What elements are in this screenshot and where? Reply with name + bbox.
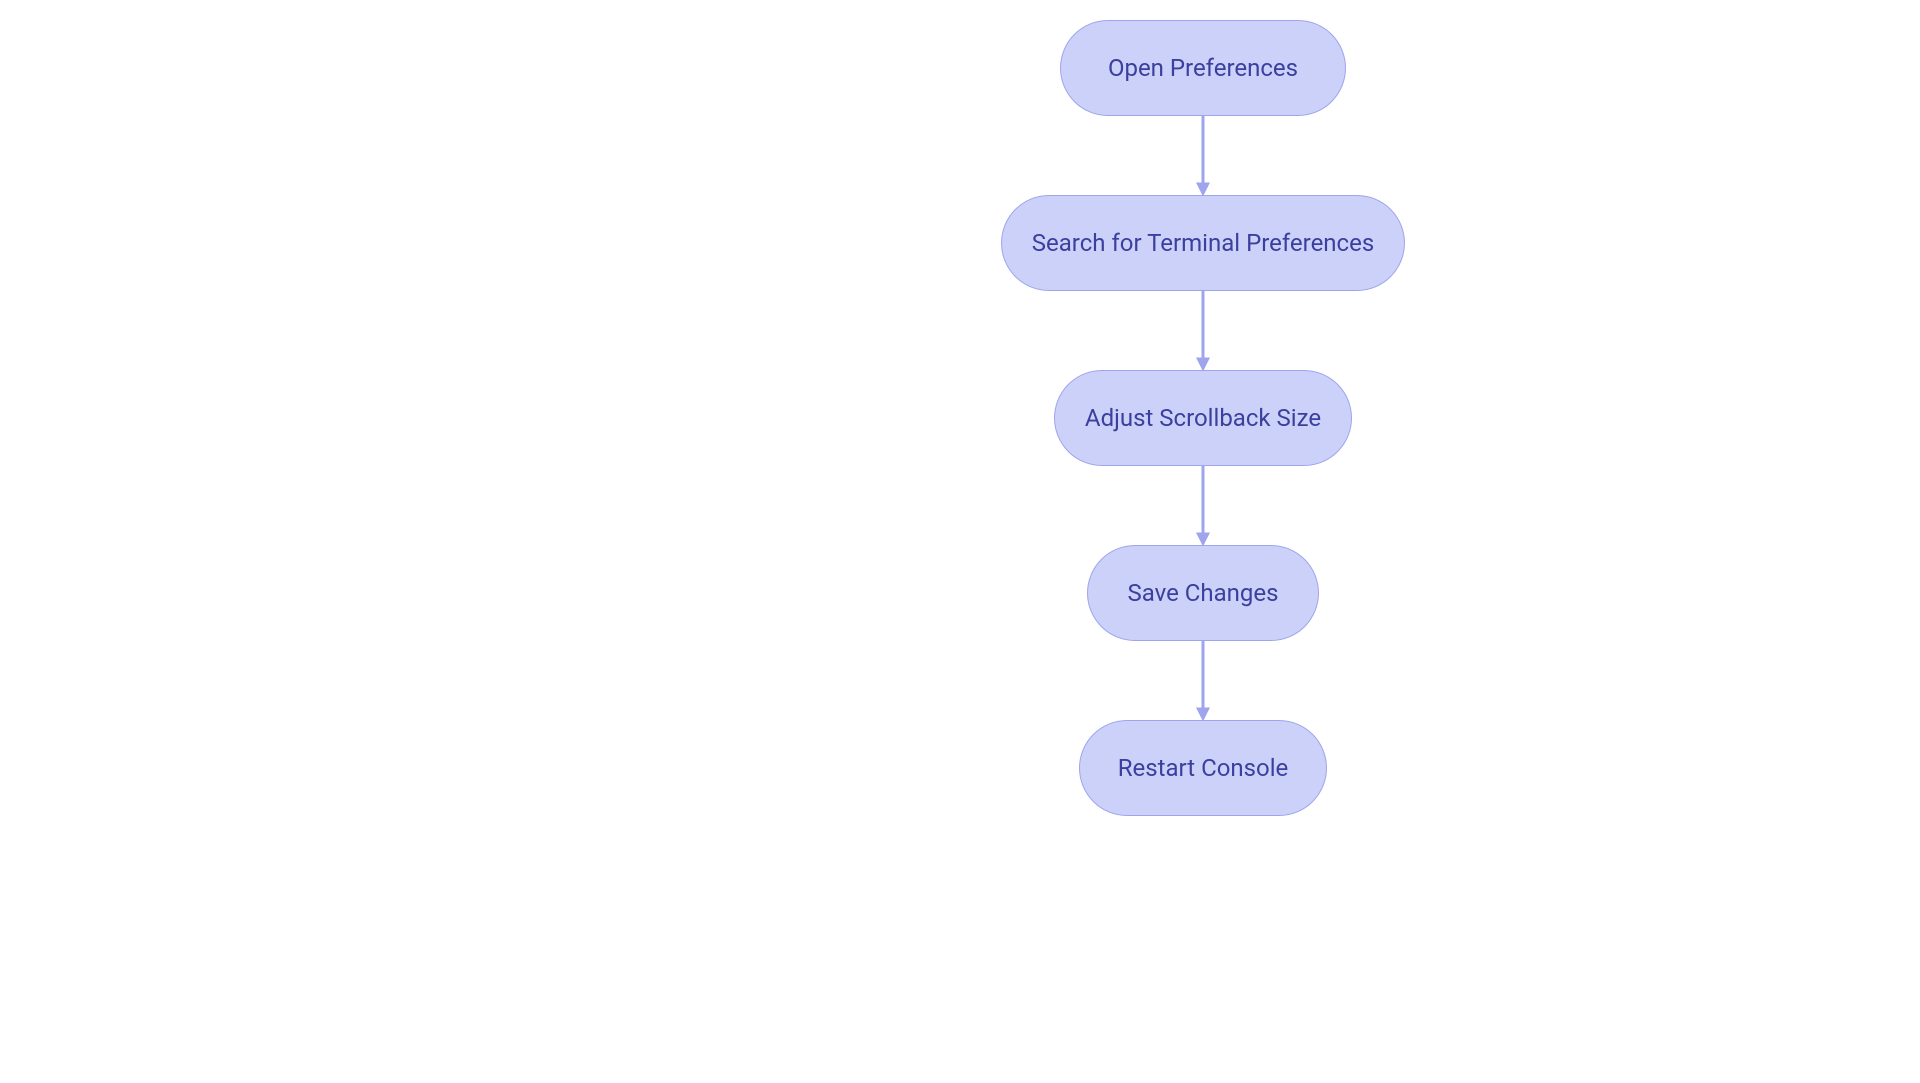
flow-node-label: Open Preferences xyxy=(1108,54,1298,82)
flowchart-container: Open Preferences Search for Terminal Pref… xyxy=(475,10,1445,856)
flow-node: Open Preferences xyxy=(1060,20,1346,116)
flow-node-label: Save Changes xyxy=(1127,579,1278,607)
flow-node: Save Changes xyxy=(1087,545,1319,641)
flow-node: Search for Terminal Preferences xyxy=(1001,195,1405,291)
flow-node-label: Search for Terminal Preferences xyxy=(1032,229,1374,257)
flow-node-label: Restart Console xyxy=(1118,754,1289,782)
flow-node: Restart Console xyxy=(1079,720,1327,816)
flow-node-label: Adjust Scrollback Size xyxy=(1085,404,1321,432)
flow-node: Adjust Scrollback Size xyxy=(1054,370,1352,466)
